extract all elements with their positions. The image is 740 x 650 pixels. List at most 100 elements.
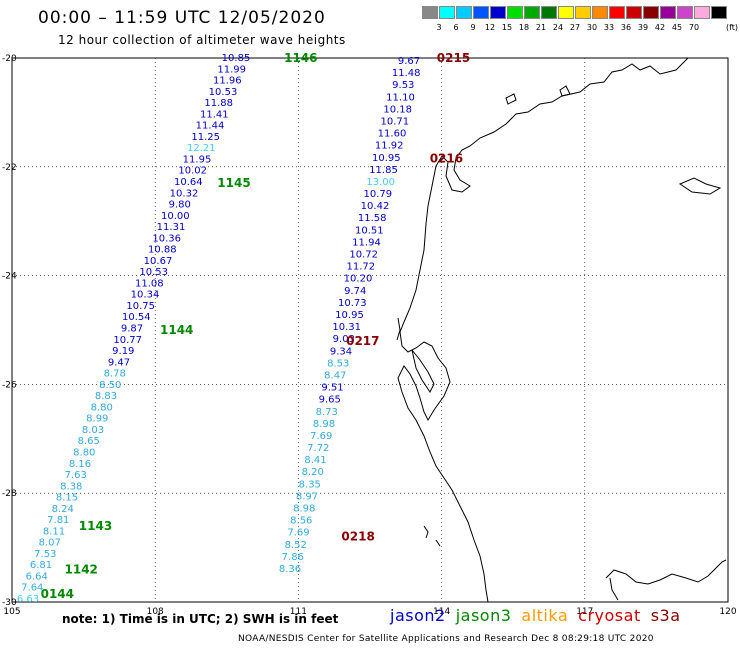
wave-height-value: 8.98 — [293, 504, 315, 515]
coastline — [396, 57, 727, 603]
legend-label: 70 — [688, 23, 700, 32]
legend-label: 18 — [518, 23, 530, 32]
wave-height-value: 11.92 — [375, 141, 404, 152]
legend-swatch — [609, 6, 625, 19]
wave-height-value: 8.20 — [302, 467, 324, 478]
legend-swatch — [490, 6, 506, 19]
pass-time-label: 0217 — [346, 334, 379, 348]
color-legend: 3 6 9 12 15 18 21 24 27 30 33 36 39 42 45 70 (ft) — [422, 6, 738, 32]
wave-height-value: 8.99 — [86, 414, 108, 425]
legend-label: 30 — [586, 23, 598, 32]
wave-height-value: 11.96 — [213, 76, 242, 87]
wave-height-value: 8.47 — [324, 371, 346, 382]
wave-height-value: 8.38 — [60, 481, 82, 492]
island-outline — [559, 85, 571, 97]
lat-tick-label: -30 — [2, 598, 17, 608]
wave-height-value: 11.25 — [191, 132, 220, 143]
wave-height-value: 10.34 — [131, 290, 160, 301]
wave-height-value: 11.41 — [200, 109, 229, 120]
wave-height-value: 11.72 — [346, 262, 375, 273]
wave-height-value: 8.15 — [56, 493, 78, 504]
legend-swatch — [694, 6, 710, 19]
legend-unit: (ft) — [726, 23, 739, 32]
wave-height-value: 11.44 — [196, 121, 225, 132]
wave-height-value: 9.80 — [169, 200, 191, 211]
australia-coastline — [397, 57, 689, 603]
wave-height-value: 11.94 — [352, 237, 381, 248]
wave-height-value: 10.85 — [222, 53, 251, 64]
wave-height-value: 9.67 — [398, 56, 420, 67]
pass-time-label: 1145 — [217, 176, 250, 190]
legend-label: 9 — [470, 23, 476, 32]
satellite-cryosat: cryosat — [578, 606, 641, 625]
legend-swatch — [524, 6, 540, 19]
wave-height-value: 8.78 — [104, 369, 126, 380]
wave-height-value: 10.18 — [383, 104, 412, 115]
island-outline — [423, 525, 429, 539]
wave-height-value: 10.72 — [349, 250, 378, 261]
legend-label: 27 — [569, 23, 581, 32]
wave-height-value: 8.73 — [316, 407, 338, 418]
lon-tick-label: 111 — [290, 607, 307, 617]
wave-height-value: 10.36 — [152, 233, 181, 244]
lon-tick-label: 108 — [147, 607, 164, 617]
legend-label: 21 — [535, 23, 547, 32]
wave-height-value: 11.95 — [183, 154, 212, 165]
legend-swatch — [558, 6, 574, 19]
wave-height-value: 9.03 — [333, 334, 355, 345]
map-frame — [11, 57, 729, 603]
footnote: note: 1) Time is in UTC; 2) SWH is in fe… — [62, 612, 339, 626]
wave-height-value: 9.87 — [121, 324, 143, 335]
wave-height-value: 9.19 — [112, 346, 134, 357]
satellite-altika: altika — [521, 606, 569, 625]
wave-height-value: 10.53 — [209, 87, 238, 98]
wave-height-value: 13.00 — [366, 177, 395, 188]
island-outline — [678, 177, 722, 195]
wave-height-value: 6.64 — [26, 572, 48, 583]
wave-height-value: 10.51 — [355, 225, 384, 236]
wave-height-value: 9.53 — [392, 80, 414, 91]
wave-height-value: 10.71 — [380, 117, 409, 128]
legend-swatch — [677, 6, 693, 19]
legend-swatch — [456, 6, 472, 19]
legend-label: 33 — [603, 23, 615, 32]
wave-height-value: 7.63 — [65, 470, 87, 481]
wave-height-value: 8.80 — [91, 402, 113, 413]
wave-height-value: 10.73 — [338, 298, 367, 309]
island-outline — [435, 539, 441, 547]
wave-height-value: 10.95 — [335, 310, 364, 321]
wave-height-value: 10.00 — [161, 211, 190, 222]
wave-height-value: 10.75 — [126, 301, 155, 312]
legend-label: 36 — [620, 23, 632, 32]
lat-tick-label: -20 — [2, 54, 17, 64]
legend-label: 42 — [654, 23, 666, 32]
peninsula-outline — [411, 349, 435, 393]
wave-height-value: 8.65 — [78, 436, 100, 447]
wave-height-value: 7.53 — [34, 549, 56, 560]
legend-label: 3 — [436, 23, 442, 32]
wave-height-value: 7.64 — [21, 583, 43, 594]
wave-height-value: 10.95 — [372, 153, 401, 164]
legend-swatch — [541, 6, 557, 19]
legend-label: 24 — [552, 23, 564, 32]
wave-height-value: 10.53 — [139, 267, 168, 278]
satellite-legend: jason2 jason3 altika cryosat s3a — [390, 606, 691, 625]
wave-height-value: 8.36 — [279, 564, 301, 575]
lon-tick-label: 120 — [719, 607, 736, 617]
pass-time-label: 0218 — [341, 530, 374, 544]
pass-time-label: 0216 — [430, 152, 463, 166]
south-coast-outline — [609, 577, 619, 601]
wave-height-value: 8.16 — [69, 459, 91, 470]
wave-height-value: 11.48 — [392, 68, 421, 79]
legend-swatch — [473, 6, 489, 19]
satellite-jason3: jason3 — [455, 606, 512, 625]
satellite-jason2: jason2 — [390, 606, 446, 625]
wave-height-value: 10.64 — [174, 177, 203, 188]
wave-height-value: 8.83 — [95, 391, 117, 402]
wave-height-value: 8.53 — [327, 358, 349, 369]
pass-time-label: 0144 — [41, 587, 74, 601]
legend-swatch — [439, 6, 455, 19]
wave-height-value: 11.08 — [135, 278, 164, 289]
wave-height-value: 10.67 — [144, 256, 173, 267]
wave-height-value: 9.47 — [108, 357, 130, 368]
